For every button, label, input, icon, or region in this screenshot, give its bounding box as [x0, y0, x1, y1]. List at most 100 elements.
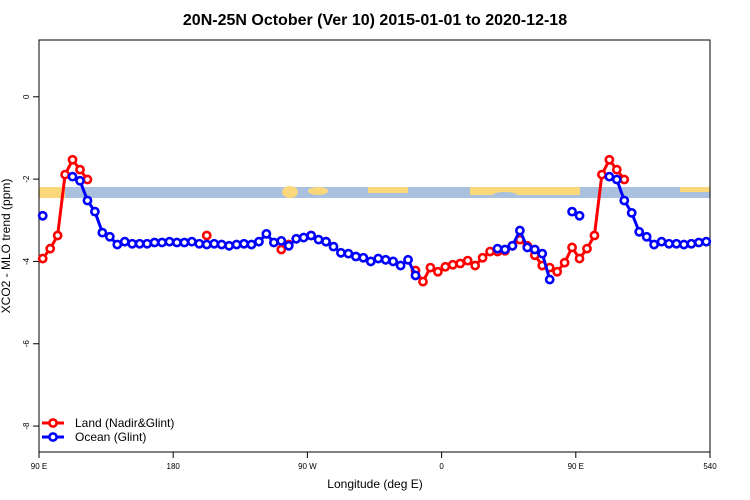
x-tick-label: 90 W — [298, 462, 317, 471]
data-point — [75, 164, 85, 175]
data-point — [619, 195, 630, 206]
data-point — [500, 244, 510, 255]
y-tick-label: -4 — [22, 257, 31, 265]
data-point — [634, 226, 645, 237]
data-point — [157, 237, 167, 248]
y-tick-label: -8 — [22, 422, 31, 430]
data-point — [37, 210, 48, 221]
data-point — [194, 238, 205, 249]
x-tick-label: 90 E — [31, 462, 47, 471]
data-point — [60, 169, 70, 180]
data-point — [201, 239, 212, 250]
data-point — [641, 231, 652, 242]
data-point — [209, 238, 220, 249]
data-point — [231, 239, 242, 250]
data-point — [567, 242, 577, 253]
data-point — [321, 236, 331, 247]
plot-frame — [38, 39, 711, 453]
data-point — [596, 169, 607, 180]
data-point — [604, 154, 615, 165]
data-point — [172, 237, 182, 248]
data-point — [336, 247, 346, 258]
x-axis-label: Longitude (deg E) — [327, 477, 422, 491]
data-point — [276, 235, 287, 246]
data-point — [104, 231, 115, 242]
data-point — [574, 253, 585, 264]
data-point — [470, 260, 481, 271]
data-point — [134, 238, 145, 249]
data-point — [664, 238, 674, 249]
data-point — [112, 239, 123, 250]
data-point — [611, 174, 622, 185]
map-strip — [39, 186, 710, 198]
data-point — [127, 238, 138, 249]
legend-marker — [48, 432, 58, 442]
data-point — [529, 244, 540, 255]
data-point — [514, 225, 525, 236]
data-point — [254, 236, 264, 247]
data-point — [410, 270, 421, 281]
data-point — [75, 175, 85, 186]
data-point — [447, 259, 458, 270]
legend-label: Land (Nadir&Glint) — [75, 416, 174, 430]
data-point — [268, 237, 279, 248]
data-point — [90, 206, 100, 217]
data-point — [365, 256, 376, 267]
data-point — [186, 236, 197, 247]
data-point — [52, 230, 63, 241]
data-point — [328, 241, 339, 252]
data-point — [462, 255, 473, 266]
data-point — [544, 274, 555, 285]
y-tick-label: 0 — [22, 94, 31, 99]
data-point — [298, 232, 309, 243]
x-tick-label: 180 — [167, 462, 181, 471]
data-point — [507, 240, 518, 251]
data-point — [350, 251, 361, 262]
data-point — [45, 243, 56, 254]
data-point — [179, 237, 190, 248]
data-point — [425, 262, 436, 273]
data-point — [37, 253, 48, 264]
data-point — [619, 174, 630, 185]
data-point — [626, 207, 637, 218]
data-point — [567, 206, 577, 217]
data-point — [589, 230, 600, 241]
data-point — [358, 252, 369, 263]
data-point — [164, 236, 175, 247]
data-point — [246, 239, 257, 250]
data-point — [574, 210, 585, 221]
data-point — [388, 256, 399, 267]
data-point — [97, 227, 108, 238]
data-point — [343, 248, 354, 259]
data-point — [119, 236, 130, 247]
data-point — [418, 276, 428, 287]
data-point — [679, 239, 689, 250]
data-point — [224, 240, 235, 251]
data-point — [492, 243, 503, 254]
series-line — [608, 175, 707, 247]
data-point — [611, 164, 622, 175]
data-point — [440, 261, 451, 272]
data-point — [537, 248, 548, 259]
data-point — [403, 254, 413, 265]
data-point — [686, 238, 697, 249]
data-point — [67, 154, 78, 165]
data-point — [291, 233, 302, 244]
x-tick-label: 90 E — [568, 462, 584, 471]
legend-label: Ocean (Glint) — [75, 430, 146, 444]
data-point — [149, 237, 160, 248]
x-tick-label: 0 — [439, 462, 444, 471]
x-tick-label: 540 — [703, 462, 717, 471]
data-point — [283, 240, 294, 251]
data-point — [201, 230, 212, 241]
data-point — [82, 195, 93, 206]
data-point — [142, 238, 153, 249]
data-point — [82, 174, 93, 185]
y-tick-label: -2 — [22, 175, 31, 183]
data-point — [313, 234, 324, 245]
data-point — [306, 230, 317, 241]
data-point — [380, 254, 391, 265]
data-point — [373, 253, 384, 264]
data-point — [559, 257, 570, 268]
